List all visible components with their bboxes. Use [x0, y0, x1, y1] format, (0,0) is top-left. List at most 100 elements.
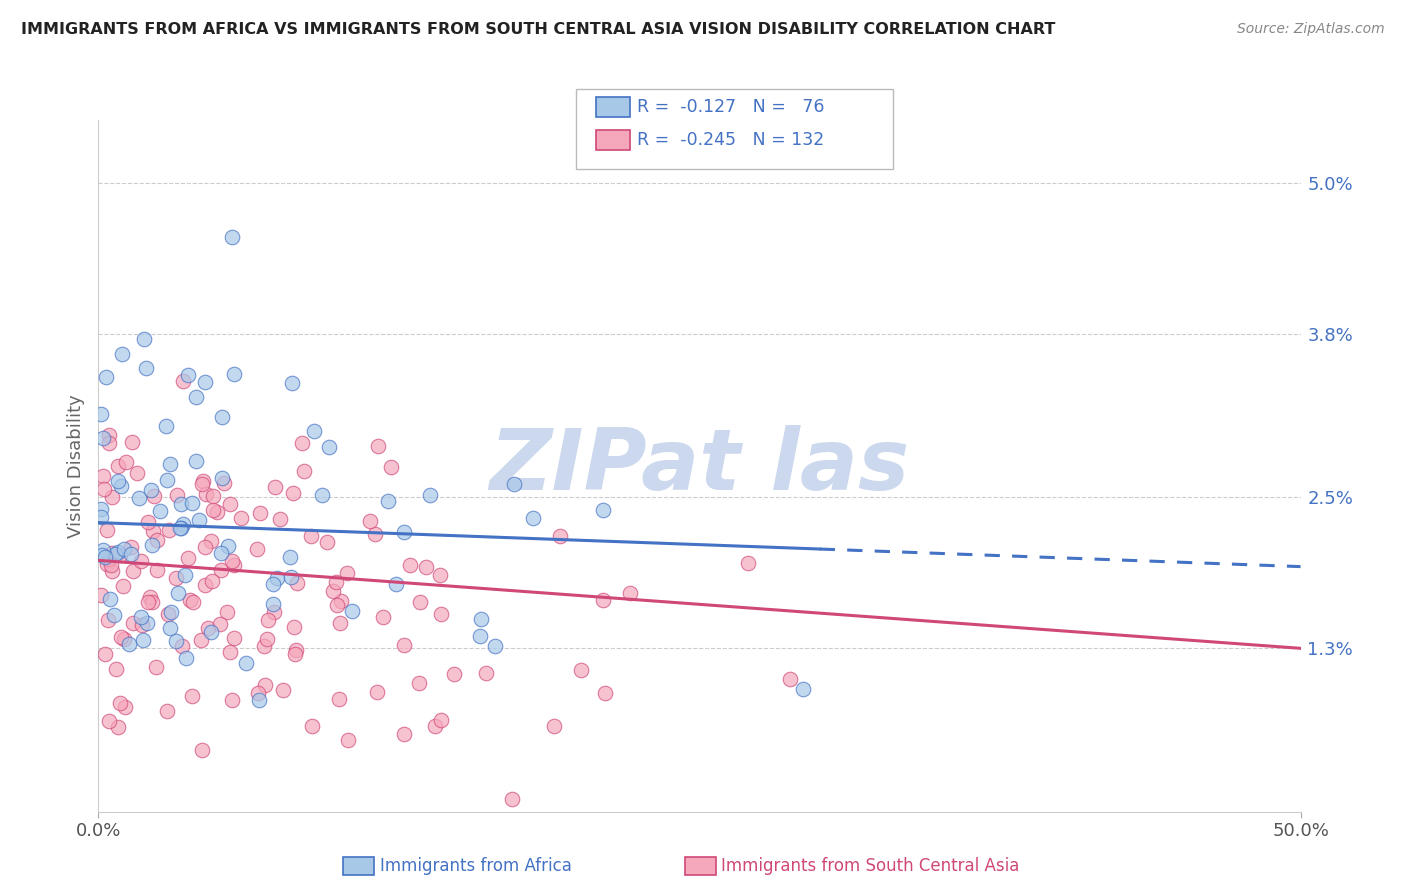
Point — [110, 347, 132, 361]
Point — [165, 571, 187, 585]
Point — [149, 504, 172, 518]
Point — [202, 502, 225, 516]
Point — [98, 427, 121, 442]
Point — [205, 505, 228, 519]
Point — [247, 686, 270, 700]
Point — [503, 477, 526, 491]
Point — [131, 617, 153, 632]
Point — [468, 629, 491, 643]
Point — [484, 639, 506, 653]
Point — [169, 521, 191, 535]
Point — [155, 704, 177, 718]
Point — [93, 482, 115, 496]
Point — [443, 667, 465, 681]
Point — [96, 523, 118, 537]
Point — [100, 558, 122, 572]
Point — [195, 486, 218, 500]
Point — [283, 620, 305, 634]
Point — [359, 514, 381, 528]
Point — [170, 521, 193, 535]
Point — [180, 690, 202, 704]
Point — [170, 498, 193, 512]
Point — [115, 455, 138, 469]
Point — [329, 616, 352, 631]
Point — [165, 634, 187, 648]
Point — [208, 617, 231, 632]
Point — [91, 431, 114, 445]
Point — [328, 692, 350, 706]
Point — [235, 656, 257, 670]
Point — [592, 593, 614, 607]
Point — [269, 512, 291, 526]
Point — [128, 491, 150, 505]
Point — [222, 558, 245, 573]
Point — [200, 625, 222, 640]
Text: IMMIGRANTS FROM AFRICA VS IMMIGRANTS FROM SOUTH CENTRAL ASIA VISION DISABILITY C: IMMIGRANTS FROM AFRICA VS IMMIGRANTS FRO… — [21, 22, 1056, 37]
Point — [290, 436, 312, 450]
Point — [114, 700, 136, 714]
Text: R =  -0.127   N =   76: R = -0.127 N = 76 — [637, 98, 824, 116]
Point — [281, 486, 304, 500]
Point — [107, 474, 129, 488]
Point — [155, 419, 177, 434]
Point — [280, 376, 302, 391]
Point — [127, 466, 149, 480]
Point — [779, 672, 801, 686]
Point — [366, 685, 388, 699]
Point — [121, 564, 143, 578]
Point — [474, 665, 496, 680]
Point — [179, 593, 201, 607]
Point — [408, 675, 430, 690]
Point — [302, 424, 325, 438]
Point — [501, 792, 523, 806]
Point — [94, 549, 117, 564]
Point — [111, 579, 134, 593]
Point — [311, 488, 333, 502]
Point — [90, 588, 112, 602]
Point — [135, 360, 157, 375]
Point — [122, 616, 145, 631]
Point — [399, 558, 422, 572]
Point — [252, 639, 274, 653]
Point — [619, 586, 641, 600]
Point — [136, 595, 159, 609]
Point — [219, 645, 242, 659]
Point — [409, 595, 432, 609]
Point — [737, 556, 759, 570]
Point — [186, 390, 208, 404]
Point — [108, 696, 131, 710]
Point — [548, 529, 571, 543]
Point — [112, 632, 135, 647]
Point — [299, 529, 322, 543]
Text: R =  -0.245   N = 132: R = -0.245 N = 132 — [637, 131, 824, 149]
Point — [131, 610, 153, 624]
Point — [593, 686, 616, 700]
Point — [159, 458, 181, 472]
Point — [202, 489, 225, 503]
Point — [120, 540, 142, 554]
Point — [93, 647, 115, 661]
Point — [211, 410, 233, 425]
Point — [211, 471, 233, 485]
Point — [118, 637, 141, 651]
Point — [280, 570, 302, 584]
Point — [191, 477, 214, 491]
Point — [394, 727, 416, 741]
Point — [326, 598, 349, 612]
Point — [136, 616, 159, 631]
Point — [262, 597, 284, 611]
Point — [142, 489, 165, 503]
Text: Source: ZipAtlas.com: Source: ZipAtlas.com — [1237, 22, 1385, 37]
Point — [301, 719, 323, 733]
Point — [191, 475, 214, 489]
Point — [371, 609, 394, 624]
Point — [285, 576, 308, 591]
Point — [249, 506, 271, 520]
Text: Immigrants from Africa: Immigrants from Africa — [380, 857, 571, 875]
Point — [112, 542, 135, 557]
Point — [180, 496, 202, 510]
Point — [392, 638, 415, 652]
Point — [172, 516, 194, 531]
Point — [110, 548, 132, 562]
Text: ZIPat las: ZIPat las — [489, 425, 910, 508]
